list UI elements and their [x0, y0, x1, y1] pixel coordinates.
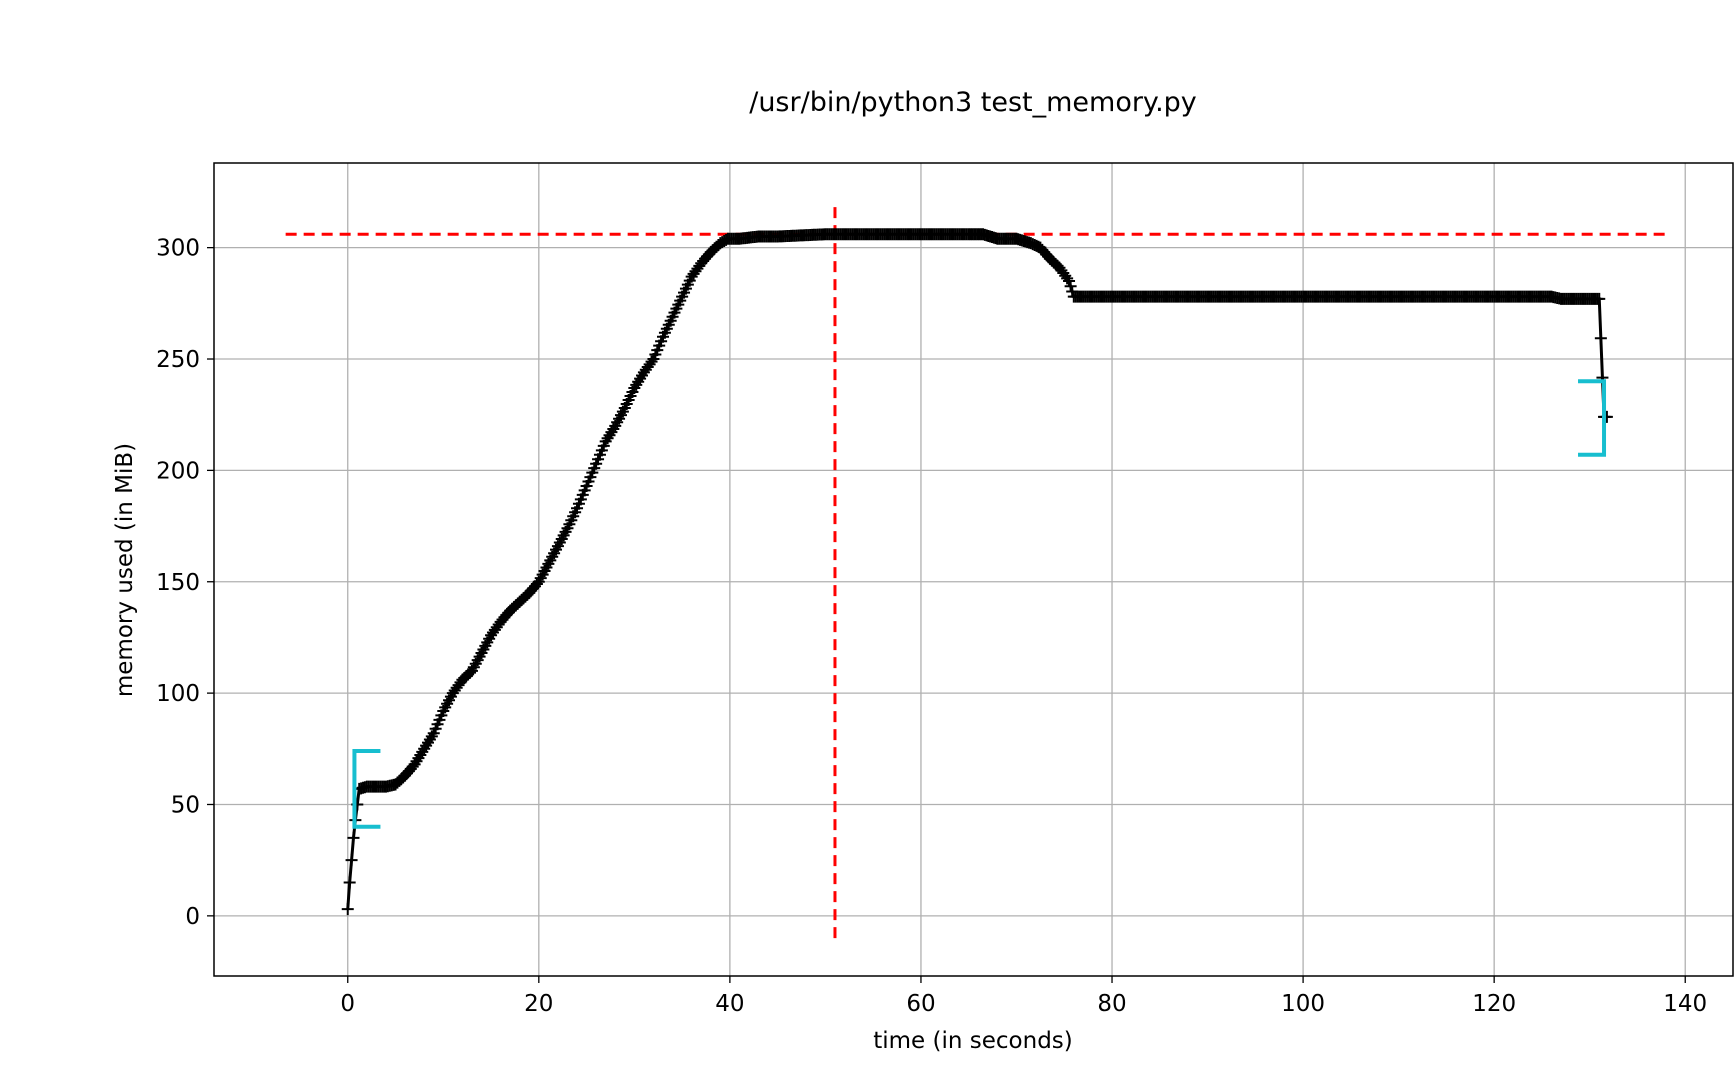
memory-series-markers	[341, 228, 1613, 916]
data-point-marker	[1063, 275, 1076, 288]
x-tick-label: 140	[1663, 991, 1707, 1017]
x-tick-label: 80	[1097, 991, 1126, 1017]
data-point-marker	[347, 831, 360, 844]
data-point-marker	[1593, 292, 1606, 305]
y-tick-label: 0	[185, 904, 200, 930]
chart-title: /usr/bin/python3 test_memory.py	[749, 87, 1197, 118]
y-axis-label: memory used (in MiB)	[112, 443, 138, 697]
grid-lines	[214, 163, 1733, 976]
x-tick-label: 40	[715, 991, 744, 1017]
data-point-marker	[645, 355, 658, 368]
function-bracket	[1578, 379, 1607, 457]
y-tick-label: 50	[171, 792, 200, 818]
data-point-marker	[345, 854, 358, 867]
y-tick-label: 100	[156, 681, 200, 707]
x-tick-label: 120	[1472, 991, 1516, 1017]
x-tick-label: 100	[1281, 991, 1325, 1017]
series-layer	[341, 228, 1613, 916]
data-point-marker	[341, 903, 354, 916]
y-axis-ticks: 0 50 100 150 200 250 300	[156, 236, 214, 930]
memory-series-line	[346, 232, 1607, 910]
x-tick-label: 20	[524, 991, 553, 1017]
x-axis-ticks: 0 20 40 60 80 100 120 140	[340, 976, 1707, 1017]
y-tick-label: 150	[156, 570, 200, 596]
annotation-lines	[285, 200, 1667, 939]
function-bracket	[352, 749, 381, 829]
x-tick-label: 60	[906, 991, 935, 1017]
data-point-marker	[1594, 332, 1607, 345]
data-point-marker	[343, 876, 356, 889]
data-point-marker	[1064, 280, 1077, 293]
plot-frame	[213, 162, 1734, 977]
y-tick-label: 200	[156, 458, 200, 484]
y-tick-label: 300	[156, 236, 200, 262]
y-tick-label: 250	[156, 347, 200, 373]
data-point-marker	[1061, 272, 1074, 285]
x-tick-label: 0	[340, 991, 355, 1017]
bracket-annotations	[352, 379, 1607, 829]
x-axis-label: time (in seconds)	[873, 1028, 1073, 1054]
